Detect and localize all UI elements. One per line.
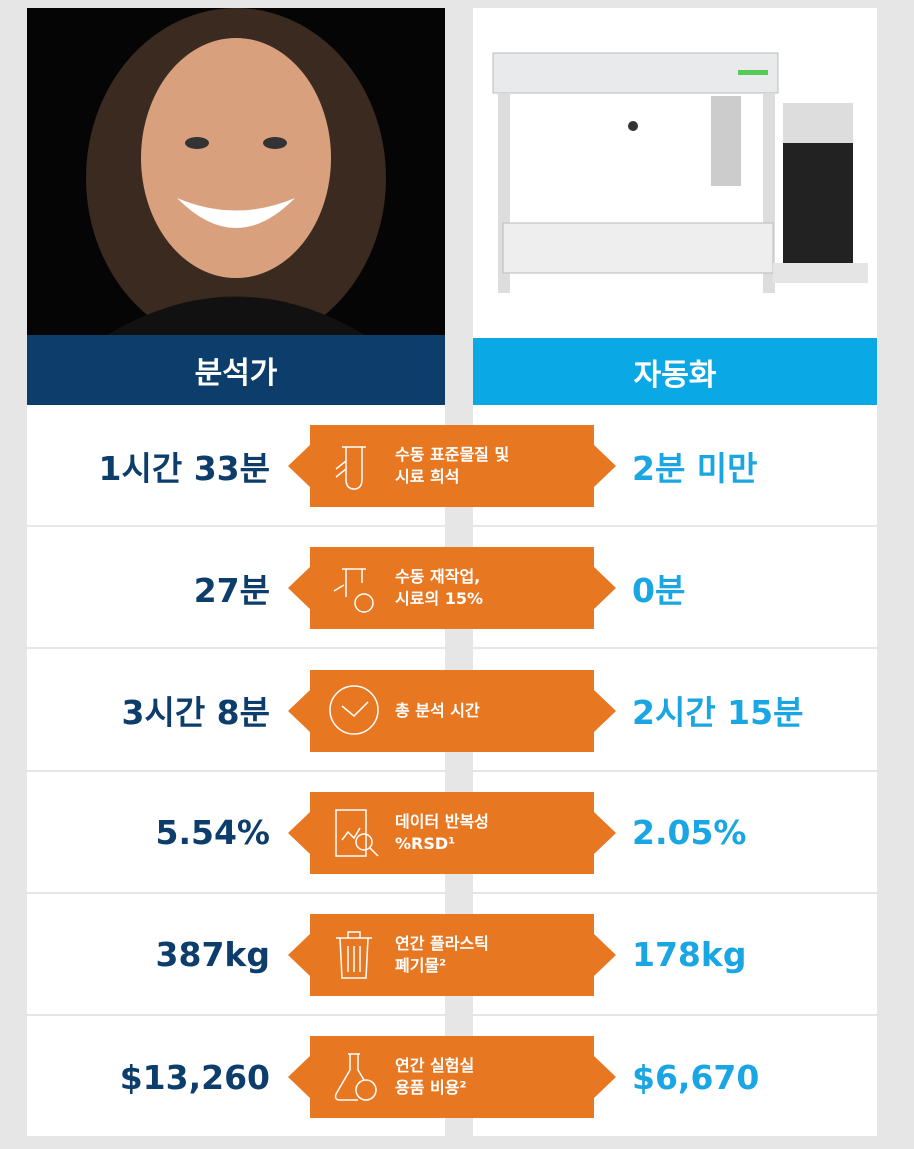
icon <box>334 1053 377 1101</box>
icon-path <box>335 808 379 857</box>
label-line: 연간 실험실 <box>395 1056 475 1076</box>
label: 연간 플라스틱 폐기물² <box>395 933 595 977</box>
label-line: 연간 플라스틱 <box>395 933 489 953</box>
label: 데이터 반복성 %RSD¹ <box>395 811 595 855</box>
label: 연간 실험실 용품 비용² <box>395 1055 595 1099</box>
instrument-photo <box>473 8 877 338</box>
icon-path <box>334 1053 377 1101</box>
value: 5.54% <box>155 813 271 853</box>
icon-path <box>336 931 372 979</box>
arrow-shape <box>288 791 616 874</box>
label-line: 데이터 반복성 <box>395 811 489 831</box>
label-arrow <box>288 547 616 630</box>
value: $6,670 <box>632 1057 760 1097</box>
label-line: 총 분석 시간 <box>395 700 480 720</box>
icon <box>336 931 372 979</box>
icon-path <box>329 684 379 735</box>
label-line: %RSD¹ <box>395 833 456 853</box>
label-arrow <box>288 1036 616 1119</box>
icon <box>335 808 379 857</box>
value: 2.05% <box>632 813 747 853</box>
label: 수동 표준물질 및 시료 희석 <box>395 444 595 488</box>
label-line: 시료 희석 <box>395 467 460 487</box>
label-line: 시료의 15% <box>395 589 484 609</box>
value: 387kg <box>155 935 270 975</box>
label-line: 수동 표준물질 및 <box>395 445 510 465</box>
arrow-shape <box>288 425 616 508</box>
value: $13,260 <box>119 1057 270 1097</box>
icon-path <box>335 446 366 490</box>
label: 수동 재작업, 시료의 15% <box>395 566 595 610</box>
icon <box>335 446 366 490</box>
label-arrow <box>288 425 616 508</box>
icon <box>333 568 374 614</box>
arrow-shape <box>288 547 616 630</box>
analyst-photo <box>27 8 445 335</box>
right-header: 자동화 <box>473 338 877 405</box>
label-arrow <box>288 913 616 996</box>
arrow-shape <box>288 669 616 752</box>
icon-path <box>333 568 374 614</box>
value: 178kg <box>632 935 747 975</box>
arrow-shape <box>288 913 616 996</box>
arrow-shape <box>288 1036 616 1119</box>
left-header: 분석가 <box>27 335 445 405</box>
value: 1시간 33분 <box>98 449 270 489</box>
value: 27분 <box>193 571 270 611</box>
value: 3시간 8분 <box>121 693 271 733</box>
label-line: 용품 비용² <box>395 1078 467 1098</box>
label-line: 폐기물² <box>395 955 447 975</box>
icon <box>329 684 379 735</box>
value: 2분 미만 <box>632 449 758 489</box>
label-arrow <box>288 791 616 874</box>
value: 2시간 15분 <box>632 693 804 733</box>
value: 0분 <box>632 571 686 611</box>
label-arrow <box>288 669 616 752</box>
label-line: 수동 재작업, <box>395 567 481 587</box>
label: 총 분석 시간 <box>395 700 595 722</box>
